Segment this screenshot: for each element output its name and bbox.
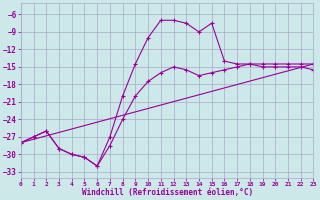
X-axis label: Windchill (Refroidissement éolien,°C): Windchill (Refroidissement éolien,°C)	[82, 188, 253, 197]
